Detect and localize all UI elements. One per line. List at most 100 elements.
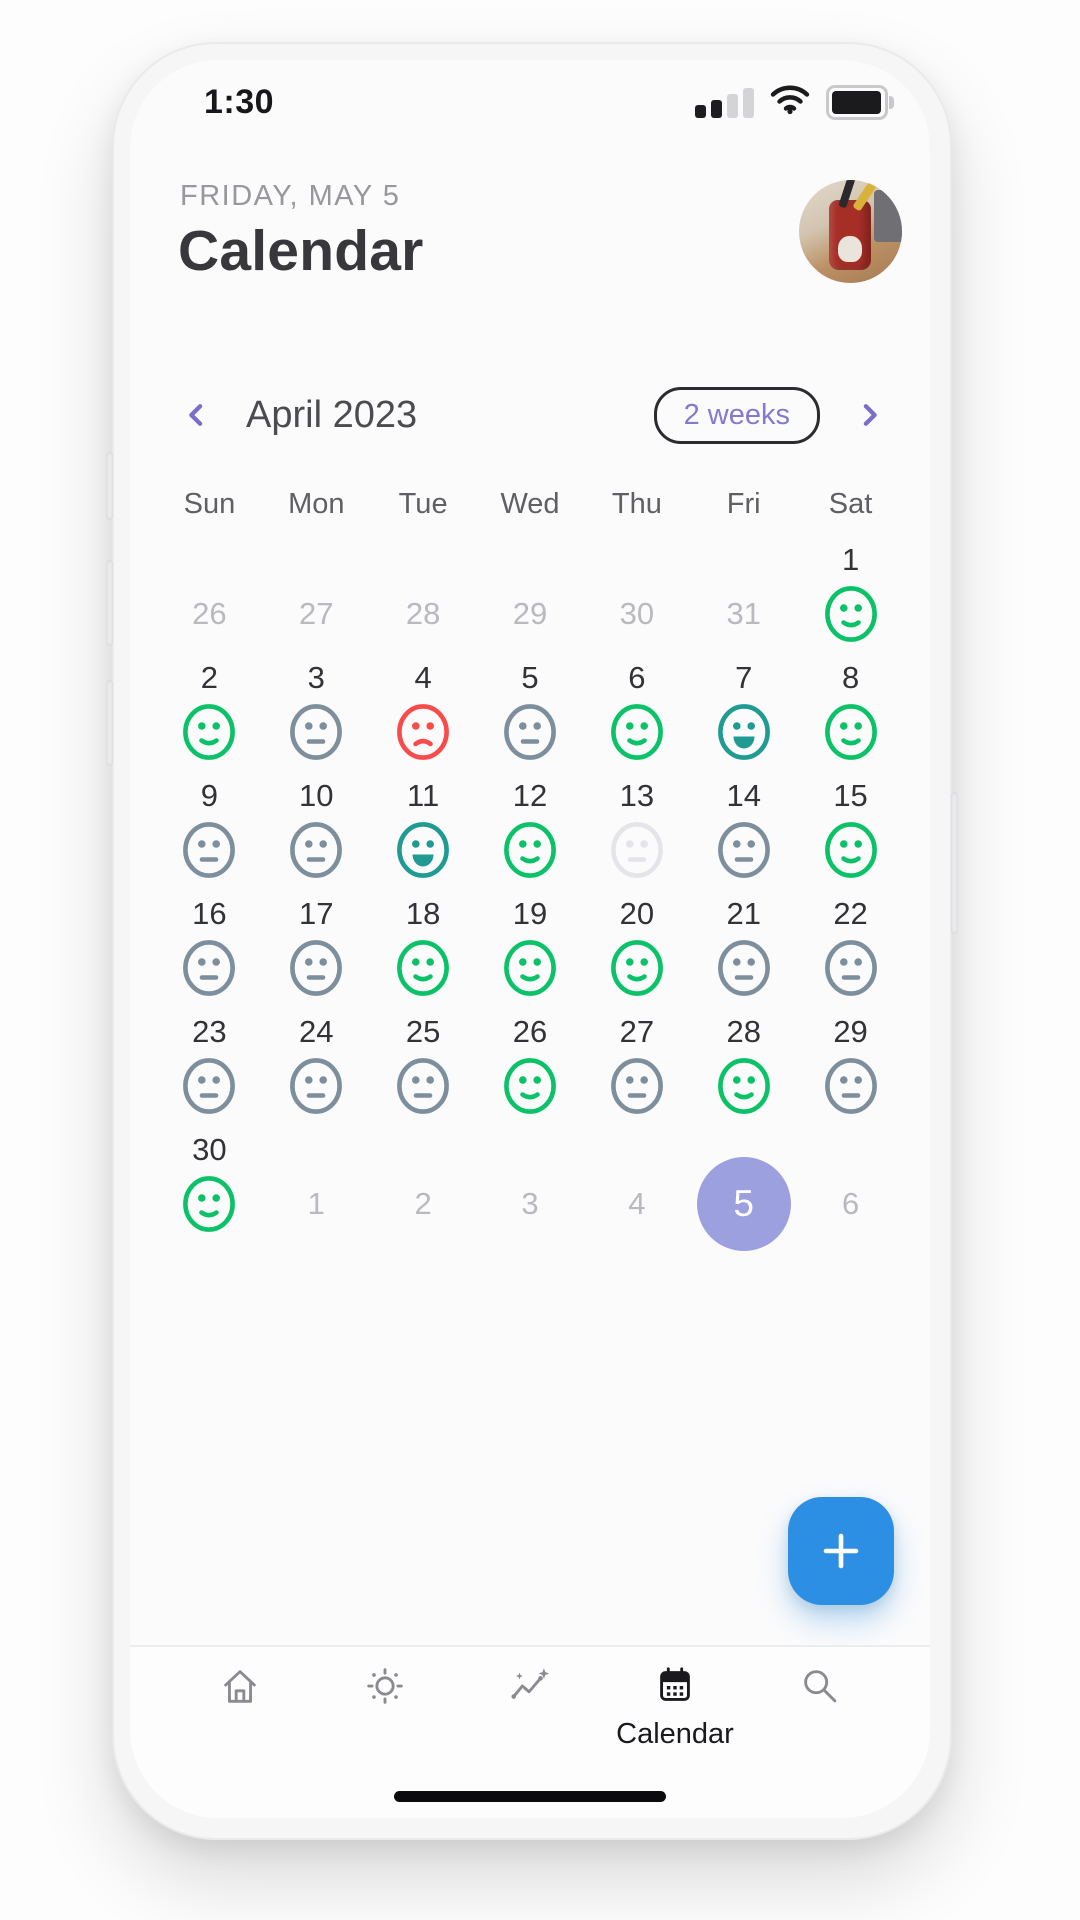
day-number: 8: [841, 660, 860, 695]
mood-face-icon: [717, 822, 770, 878]
calendar-day-cell[interactable]: 9: [156, 778, 263, 896]
adjacent-month-day-number: 2: [414, 1186, 432, 1221]
calendar-day-cell[interactable]: 2: [370, 1132, 477, 1250]
weekday-label: Thu: [611, 488, 662, 520]
mood-face-icon: [183, 940, 236, 996]
calendar-grid: 26 27 28 29 30 31 1 2 3 4 5 6 7 8 9 10 11 12 1…: [156, 542, 904, 1251]
cellular-signal-icon: [695, 87, 754, 118]
day-number: 26: [512, 1014, 548, 1049]
volume-up-button: [106, 560, 113, 646]
add-entry-button[interactable]: [788, 1497, 894, 1605]
tab-search[interactable]: [756, 1663, 884, 1818]
calendar-day-cell[interactable]: 5: [690, 1132, 797, 1251]
calendar-day-cell[interactable]: 23: [156, 1014, 263, 1132]
calendar-day-cell[interactable]: 25: [370, 1014, 477, 1132]
calendar-day-cell[interactable]: 21: [690, 896, 797, 1014]
header-date-kicker: FRIDAY, MAY 5: [180, 180, 401, 212]
range-toggle-button[interactable]: 2 weeks: [653, 386, 820, 444]
calendar-day-cell[interactable]: 7: [690, 660, 797, 778]
mood-face-icon: [290, 1058, 343, 1114]
calendar-day-cell[interactable]: 16: [156, 896, 263, 1014]
calendar-day-cell[interactable]: 29: [477, 542, 584, 660]
home-indicator[interactable]: [394, 1791, 666, 1802]
day-number: 25: [405, 1014, 441, 1049]
mood-face-icon: [397, 1058, 450, 1114]
calendar-day-cell[interactable]: 5: [477, 660, 584, 778]
plus-icon: [823, 1533, 859, 1569]
page-title: Calendar: [178, 219, 424, 283]
day-number: 18: [405, 896, 441, 931]
calendar-day-cell[interactable]: 24: [263, 1014, 370, 1132]
home-icon: [224, 1670, 256, 1703]
mood-face-icon: [183, 822, 236, 878]
day-number: 15: [833, 778, 868, 813]
calendar-day-cell[interactable]: 10: [263, 778, 370, 896]
status-icons: [695, 84, 894, 120]
calendar-day-cell[interactable]: 20: [583, 896, 690, 1014]
day-number: 23: [192, 1014, 227, 1049]
day-number: 3: [307, 660, 325, 695]
calendar-day-cell[interactable]: 26: [477, 1014, 584, 1132]
calendar-day-cell[interactable]: 17: [263, 896, 370, 1014]
chevron-left-icon: [189, 404, 203, 426]
today-day-circle[interactable]: 5: [696, 1157, 791, 1251]
previous-month-button[interactable]: [174, 392, 220, 438]
calendar-day-cell[interactable]: 6: [797, 1132, 904, 1250]
mood-face-icon: [717, 704, 770, 760]
day-number: 7: [735, 660, 753, 695]
calendar-day-cell[interactable]: 19: [477, 896, 584, 1014]
calendar-day-cell[interactable]: 30: [583, 542, 690, 660]
calendar-day-cell[interactable]: 30: [156, 1132, 263, 1250]
tab-trends[interactable]: [466, 1663, 594, 1818]
mood-face-icon: [610, 704, 663, 760]
calendar-day-cell[interactable]: 4: [370, 660, 477, 778]
calendar-day-cell[interactable]: 14: [690, 778, 797, 896]
day-number: 27: [619, 1014, 655, 1049]
calendar-day-cell[interactable]: 28: [690, 1014, 797, 1132]
calendar-day-cell[interactable]: 12: [477, 778, 584, 896]
day-number: 17: [299, 896, 334, 931]
month-navigation: April 2023 2 weeks: [174, 378, 892, 452]
calendar-day-cell[interactable]: 13: [583, 778, 690, 896]
calendar-day-cell[interactable]: 15: [797, 778, 904, 896]
calendar-day-cell[interactable]: 8: [797, 660, 904, 778]
tab-weather[interactable]: [321, 1663, 449, 1818]
status-bar: 1:30: [130, 76, 930, 128]
calendar-day-cell[interactable]: 31: [690, 542, 797, 660]
calendar-day-cell[interactable]: 1: [263, 1132, 370, 1250]
mood-face-icon: [824, 822, 877, 878]
calendar-day-cell[interactable]: 18: [370, 896, 477, 1014]
calendar-day-cell[interactable]: 3: [477, 1132, 584, 1250]
calendar-day-cell[interactable]: 6: [583, 660, 690, 778]
search-icon: [804, 1670, 837, 1703]
calendar-day-cell[interactable]: 28: [370, 542, 477, 660]
day-number: 13: [619, 778, 655, 813]
calendar-day-cell[interactable]: 27: [263, 542, 370, 660]
calendar-day-cell[interactable]: 22: [797, 896, 904, 1014]
tab-calendar[interactable]: Calendar: [611, 1663, 739, 1818]
mood-face-icon: [183, 704, 236, 760]
weekday-label: Sat: [828, 488, 873, 520]
tab-home[interactable]: [176, 1663, 304, 1818]
calendar-day-cell[interactable]: 26: [156, 542, 263, 660]
tab-label: Calendar: [616, 1718, 734, 1750]
avatar[interactable]: [799, 180, 902, 283]
calendar-day-cell[interactable]: 3: [263, 660, 370, 778]
mood-face-icon: [504, 822, 556, 878]
mood-face-icon: [183, 1176, 236, 1232]
calendar-day-cell[interactable]: 11: [370, 778, 477, 896]
day-number: 4: [414, 660, 432, 695]
calendar-day-cell[interactable]: 4: [583, 1132, 690, 1250]
chevron-right-icon: [863, 404, 877, 426]
mute-switch: [106, 452, 113, 520]
calendar-day-cell[interactable]: 2: [156, 660, 263, 778]
weekday-header-row: Sun Mon Tue Wed Thu Fri Sat: [156, 488, 904, 521]
calendar-day-cell[interactable]: 29: [797, 1014, 904, 1132]
calendar-day-cell[interactable]: 27: [583, 1014, 690, 1132]
mood-face-icon: [610, 940, 663, 996]
battery-icon: [826, 84, 894, 120]
adjacent-month-day-number: 4: [628, 1186, 646, 1221]
next-month-button[interactable]: [846, 392, 892, 438]
adjacent-month-day-number: 3: [521, 1186, 539, 1221]
calendar-day-cell[interactable]: 1: [797, 542, 904, 660]
